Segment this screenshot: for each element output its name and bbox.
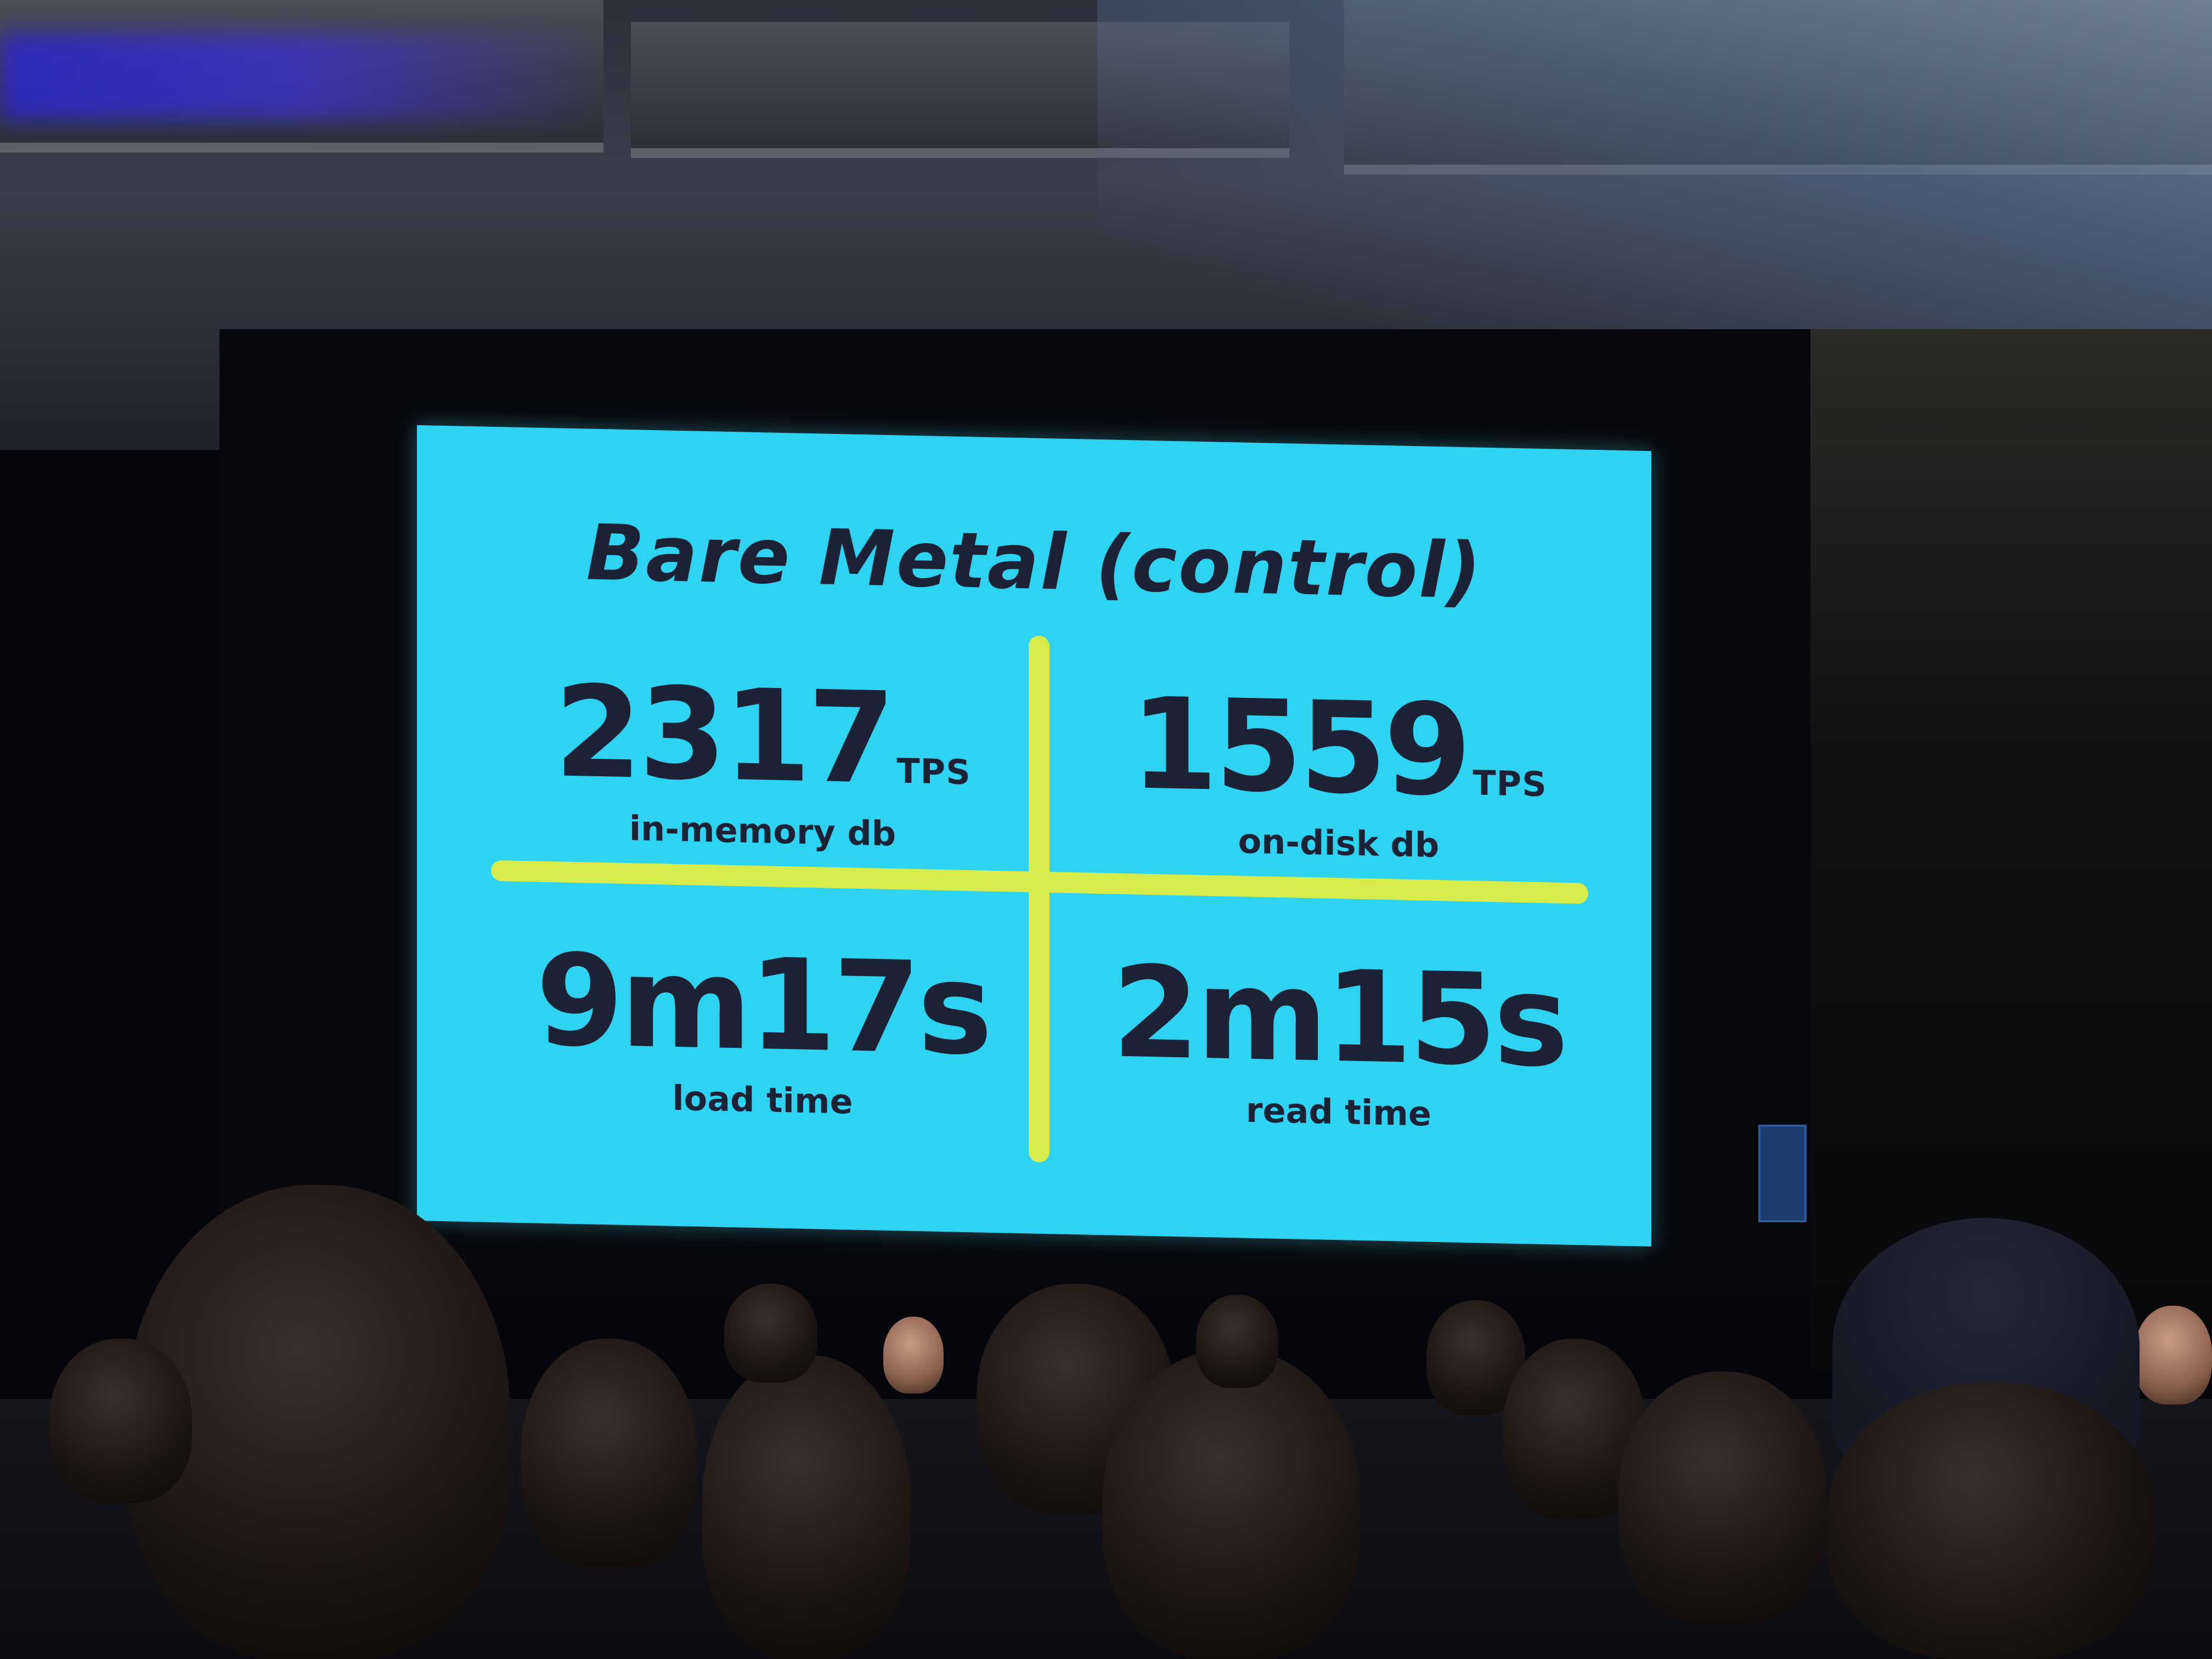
audience-head <box>2134 1306 2212 1404</box>
wall-sign <box>1758 1125 1807 1222</box>
metric-load-time: 9m17s load time <box>516 928 1009 1125</box>
audience-head <box>702 1355 911 1659</box>
vertical-divider <box>1029 635 1049 1163</box>
audience-head <box>1196 1295 1278 1388</box>
audience-head <box>1618 1372 1827 1624</box>
audience-head <box>521 1339 697 1569</box>
metric-value: 2317 <box>554 659 893 813</box>
metric-label: on-disk db <box>1238 821 1440 866</box>
blue-ceiling-light <box>0 33 603 121</box>
metric-in-memory-tps: 2317 TPS in-memory db <box>516 659 1009 856</box>
audience-head <box>49 1339 192 1503</box>
metric-value: 2m15s <box>1111 939 1566 1096</box>
metric-on-disk-tps: 1559 TPS on-disk db <box>1092 671 1585 868</box>
slide-title: Bare Metal (control) <box>586 508 1482 617</box>
metric-unit: TPS <box>1472 763 1547 805</box>
metric-value: 9m17s <box>535 927 990 1084</box>
metric-unit: TPS <box>896 751 971 793</box>
metric-read-time: 2m15s read time <box>1092 940 1585 1137</box>
presentation-slide: Bare Metal (control) 2317 TPS in-memory d… <box>417 425 1651 1247</box>
metric-value: 1559 <box>1130 671 1469 825</box>
audience-head <box>1827 1383 2156 1659</box>
audience-head <box>883 1317 944 1393</box>
audience-head <box>724 1284 817 1383</box>
audience-head <box>1103 1350 1361 1659</box>
right-wall <box>1810 329 2212 1372</box>
metric-label: in-memory db <box>629 808 896 854</box>
